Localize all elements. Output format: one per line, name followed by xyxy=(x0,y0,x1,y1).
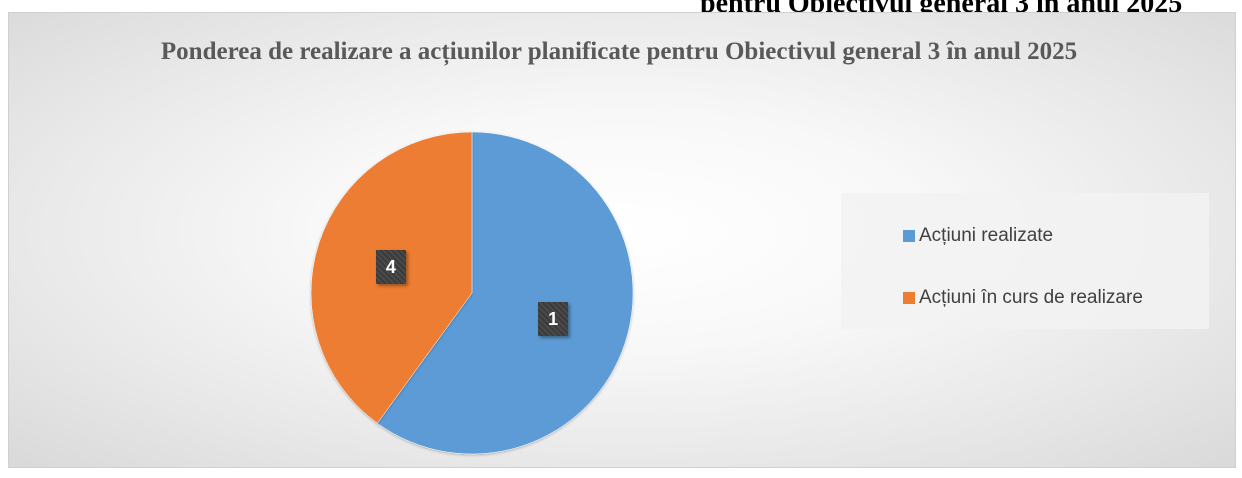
pie-slice-1 xyxy=(377,131,634,455)
chart-area: Ponderea de realizare a acțiunilor plani… xyxy=(8,12,1236,468)
chart-legend: Acțiuni realizate Acțiuni în curs de rea… xyxy=(841,193,1209,329)
legend-label: Acțiuni în curs de realizare xyxy=(919,287,1143,308)
legend-item: Acțiuni în curs de realizare xyxy=(903,287,1143,309)
legend-label: Acțiuni realizate xyxy=(919,225,1054,246)
legend-swatch xyxy=(903,292,915,304)
legend-swatch xyxy=(903,230,915,242)
data-label: 4 xyxy=(375,249,406,284)
legend-item: Acțiuni realizate xyxy=(903,225,1053,247)
chart-title: Ponderea de realizare a acțiunilor plani… xyxy=(160,38,1078,65)
data-label: 1 xyxy=(538,302,569,337)
